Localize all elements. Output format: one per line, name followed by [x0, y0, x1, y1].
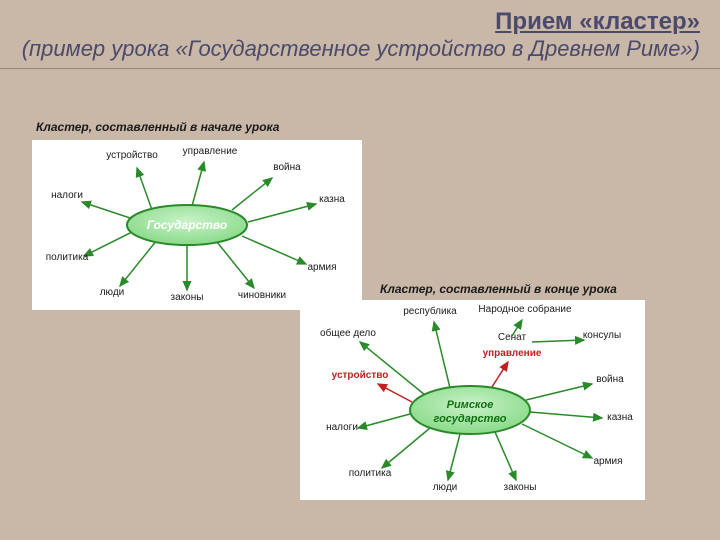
- cluster-diagram-2: Римское государство общее дело республика На…: [300, 300, 645, 500]
- svg-text:законы: законы: [171, 292, 204, 303]
- svg-text:законы: законы: [504, 482, 537, 493]
- cluster-diagram-1: Государство устройство управление война казн…: [32, 140, 362, 310]
- svg-text:консулы: консулы: [583, 330, 621, 341]
- svg-text:устройство: устройство: [332, 370, 389, 381]
- svg-text:налоги: налоги: [326, 422, 358, 433]
- svg-text:война: война: [273, 162, 301, 173]
- svg-text:Государство: Государство: [147, 218, 227, 232]
- svg-text:управление: управление: [483, 348, 542, 359]
- svg-text:управление: управление: [183, 146, 238, 157]
- svg-text:казна: казна: [607, 412, 633, 423]
- svg-text:политика: политика: [46, 252, 89, 263]
- svg-text:устройство: устройство: [106, 150, 158, 161]
- svg-text:налоги: налоги: [51, 190, 83, 201]
- svg-text:казна: казна: [319, 194, 345, 205]
- caption-1: Кластер, составленный в начале урока: [36, 120, 279, 134]
- title-sub: (пример урока «Государственное устройств…: [20, 36, 700, 62]
- caption-2: Кластер, составленный в конце урока: [380, 282, 617, 296]
- title-block: Прием «кластер» (пример урока «Государст…: [0, 0, 720, 69]
- svg-text:чиновники: чиновники: [238, 290, 286, 301]
- svg-text:политика: политика: [349, 468, 392, 479]
- svg-text:армия: армия: [594, 456, 623, 467]
- title-main: Прием «кластер»: [20, 8, 700, 36]
- svg-text:люди: люди: [433, 482, 458, 493]
- svg-text:люди: люди: [100, 287, 125, 298]
- svg-text:война: война: [596, 374, 624, 385]
- svg-text:государство: государство: [433, 413, 506, 425]
- svg-text:Римское: Римское: [447, 399, 494, 411]
- svg-text:Народное собрание: Народное собрание: [478, 303, 572, 315]
- svg-text:Сенат: Сенат: [498, 332, 527, 343]
- svg-text:армия: армия: [308, 262, 337, 273]
- svg-text:республика: республика: [403, 305, 457, 317]
- svg-text:общее дело: общее дело: [320, 327, 376, 339]
